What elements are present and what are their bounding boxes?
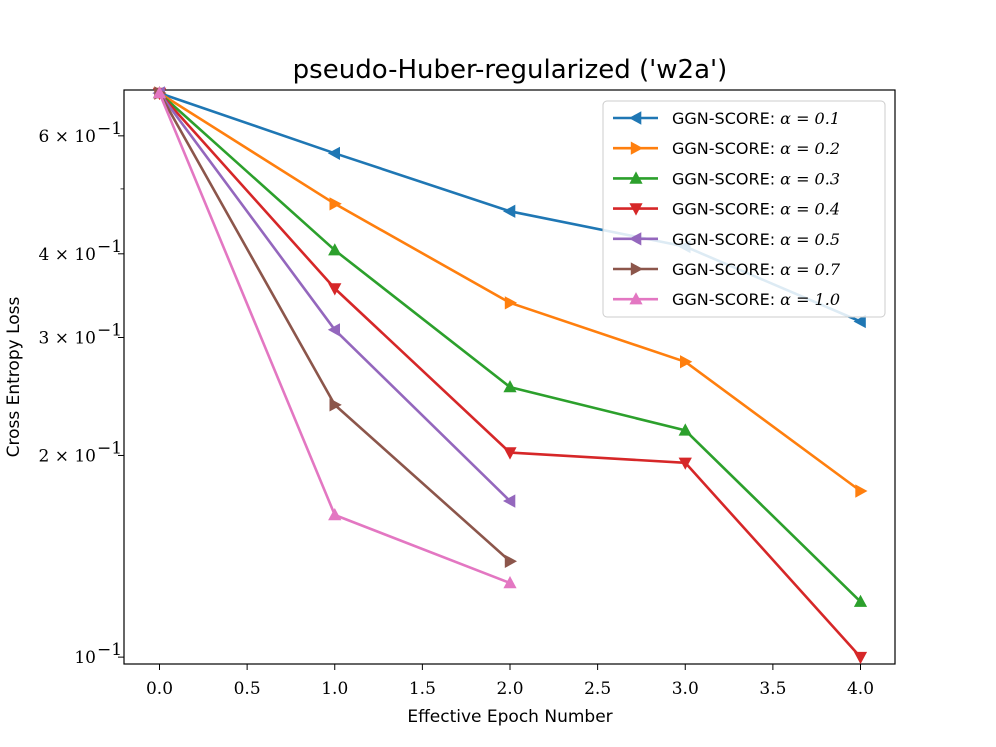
y-tick-label: 10: [74, 648, 96, 668]
series-3: [152, 87, 868, 665]
legend-marker: [629, 111, 642, 125]
data-point: [853, 314, 866, 329]
y-tick-exponent: −1: [97, 640, 122, 660]
legend-box: [602, 100, 886, 318]
y-tick-label: 4 × 10: [39, 245, 97, 265]
series-1: [154, 86, 868, 498]
data-point: [503, 204, 516, 218]
data-point: [503, 380, 517, 393]
y-tick-label: 2 × 10: [39, 446, 97, 466]
legend-label: GGN-SCORE: α = 0.1: [672, 109, 840, 128]
legend-alpha: α = 0.3: [780, 169, 840, 188]
legend-alpha: α = 0.7: [780, 260, 841, 279]
data-point: [503, 494, 516, 508]
data-point: [504, 554, 517, 568]
data-point: [504, 296, 517, 310]
x-tick-label: 0.0: [146, 679, 173, 699]
x-tick-label: 4.0: [847, 679, 874, 699]
data-point: [329, 398, 342, 412]
data-point: [678, 457, 692, 470]
legend-alpha: α = 0.4: [780, 200, 840, 219]
legend-item: GGN-SCORE: α = 0.2: [613, 139, 840, 158]
data-point: [328, 508, 342, 521]
data-point: [328, 243, 342, 256]
data-point: [503, 447, 517, 460]
legend-alpha: α = 0.5: [780, 230, 840, 249]
legend-item: GGN-SCORE: α = 0.7: [613, 260, 841, 279]
x-tick-label: 1.0: [321, 679, 348, 699]
data-point: [328, 283, 342, 296]
x-tick-label: 3.5: [759, 679, 786, 699]
data-point: [503, 576, 517, 589]
legend-marker: [629, 292, 643, 305]
x-tick-label: 2.0: [496, 679, 523, 699]
x-tick-label: 2.5: [584, 679, 611, 699]
legend: GGN-SCORE: α = 0.1 GGN-SCORE: α = 0.2 GGN-…: [602, 100, 886, 318]
legend-alpha: α = 1.0: [780, 290, 840, 309]
legend-label: GGN-SCORE: α = 0.2: [672, 139, 840, 158]
data-point: [680, 355, 693, 369]
data-point: [855, 484, 868, 498]
data-point: [327, 146, 340, 160]
legend-item: GGN-SCORE: α = 0.1: [613, 109, 840, 128]
data-point: [853, 594, 868, 607]
y-tick-exponent: −1: [97, 237, 122, 257]
legend-label: GGN-SCORE: α = 0.4: [672, 200, 840, 219]
legend-item: GGN-SCORE: α = 0.3: [613, 169, 840, 188]
chart-title: pseudo-Huber-regularized ('w2a'): [293, 55, 728, 85]
legend-alpha: α = 0.2: [780, 139, 840, 158]
legend-label: GGN-SCORE: α = 0.5: [672, 230, 840, 249]
legend-marker: [630, 141, 643, 155]
data-point: [678, 423, 692, 436]
legend-item: GGN-SCORE: α = 1.0: [613, 290, 840, 309]
data-point: [327, 323, 340, 337]
data-point: [329, 197, 342, 211]
series-4: [152, 86, 516, 508]
legend-item: GGN-SCORE: α = 0.4: [613, 200, 840, 219]
x-tick-label: 0.5: [234, 679, 261, 699]
legend-alpha: α = 0.1: [780, 109, 840, 128]
data-point: [152, 86, 167, 99]
series-6: [152, 86, 517, 589]
y-axis-label: Cross Entropy Loss: [4, 296, 24, 457]
y-tick-exponent: −1: [97, 438, 122, 458]
data-point: [853, 651, 868, 665]
legend-marker: [629, 232, 642, 246]
legend-marker: [630, 262, 643, 276]
legend-label: GGN-SCORE: α = 0.3: [672, 169, 840, 188]
legend-marker: [629, 203, 643, 216]
x-tick-label: 3.0: [672, 679, 699, 699]
legend-marker: [629, 171, 643, 184]
ticks-layer: 0.0 0.5 1.0 1.5 2.0 2.5 3.0 3.5 4.010 −12 × 10 −13…: [39, 119, 875, 699]
x-axis-label: Effective Epoch Number: [407, 707, 612, 727]
y-tick-exponent: −1: [97, 119, 122, 139]
legend-label: GGN-SCORE: α = 0.7: [672, 260, 841, 279]
x-tick-label: 1.5: [409, 679, 436, 699]
y-tick-label: 3 × 10: [39, 329, 97, 349]
legend-label: GGN-SCORE: α = 1.0: [672, 290, 840, 309]
y-tick-exponent: −1: [97, 321, 122, 341]
y-tick-label: 6 × 10: [39, 127, 97, 147]
legend-item: GGN-SCORE: α = 0.5: [613, 230, 840, 249]
